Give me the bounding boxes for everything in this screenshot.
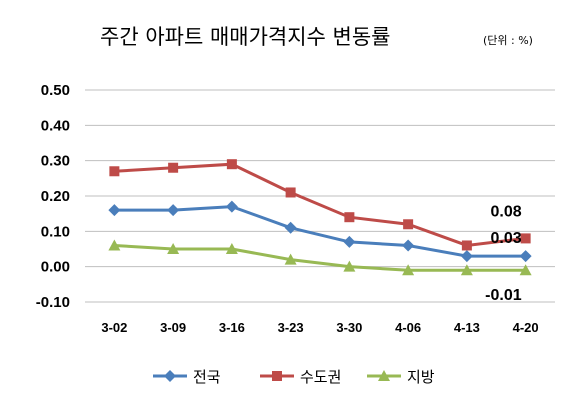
y-tick-label: 0.50	[41, 82, 70, 99]
data-point	[402, 264, 415, 276]
data-point	[460, 250, 473, 263]
legend-marker	[164, 370, 176, 382]
data-point	[226, 159, 237, 170]
x-tick-label: 3-16	[219, 320, 245, 335]
y-tick-label: 0.10	[41, 223, 70, 240]
grid-lines	[85, 89, 555, 303]
x-axis: 3-02 3-09 3-16 3-23 3-30 4-06 4-13 4-20	[101, 320, 538, 335]
legend-item: 지방	[367, 368, 435, 386]
legend-label: 전국	[193, 368, 221, 386]
data-labels: 0.08 0.03 -0.01	[485, 203, 522, 304]
data-point	[519, 264, 532, 276]
data-point	[402, 239, 415, 252]
data-point	[284, 253, 297, 265]
data-label: 0.03	[490, 230, 521, 247]
data-point	[167, 204, 180, 217]
y-axis: 0.50 0.40 0.30 0.20 0.10 0.00 -0.10	[36, 82, 70, 311]
data-point	[344, 212, 355, 223]
y-tick-label: -0.10	[36, 294, 70, 311]
series-line	[114, 243, 526, 272]
legend-item: 전국	[153, 368, 221, 386]
data-point	[168, 162, 179, 173]
data-label: 0.08	[490, 203, 521, 220]
data-point	[519, 250, 532, 263]
legend: 전국 수도권 지방	[153, 368, 435, 386]
data-point	[284, 221, 297, 234]
series-1	[108, 200, 532, 263]
series-line	[114, 162, 526, 247]
x-tick-label: 3-09	[160, 320, 186, 335]
series-3	[108, 239, 532, 276]
legend-label: 수도권	[300, 368, 341, 386]
legend-marker	[272, 371, 282, 381]
y-tick-label: 0.40	[41, 117, 70, 134]
y-tick-label: 0.00	[41, 259, 70, 276]
x-tick-label: 4-13	[454, 320, 480, 335]
data-point	[403, 219, 414, 230]
x-tick-label: 4-06	[395, 320, 421, 335]
y-tick-label: 0.20	[41, 188, 70, 205]
data-point	[109, 166, 120, 177]
data-label: -0.01	[485, 287, 522, 304]
x-tick-label: 4-20	[513, 320, 539, 335]
data-point	[108, 204, 121, 217]
x-tick-label: 3-30	[336, 320, 362, 335]
data-point	[460, 264, 473, 276]
data-point	[520, 233, 531, 244]
data-point	[285, 187, 296, 198]
data-point	[343, 260, 356, 272]
legend-item: 수도권	[260, 368, 341, 386]
data-point	[225, 243, 238, 254]
legend-label: 지방	[407, 368, 435, 386]
chart-title: 주간 아파트 매매가격지수 변동률	[100, 25, 391, 49]
series-2	[109, 159, 531, 251]
data-point	[167, 243, 180, 254]
legend-marker	[378, 370, 390, 381]
y-tick-label: 0.30	[41, 153, 70, 170]
data-point	[108, 239, 121, 251]
x-tick-label: 3-23	[278, 320, 304, 335]
data-point	[225, 200, 238, 213]
series-group	[108, 159, 532, 276]
x-tick-label: 3-02	[101, 320, 127, 335]
data-point	[461, 240, 472, 251]
data-point	[343, 235, 356, 248]
series-line	[114, 205, 526, 258]
chart-unit: (단위 : %)	[483, 34, 533, 47]
